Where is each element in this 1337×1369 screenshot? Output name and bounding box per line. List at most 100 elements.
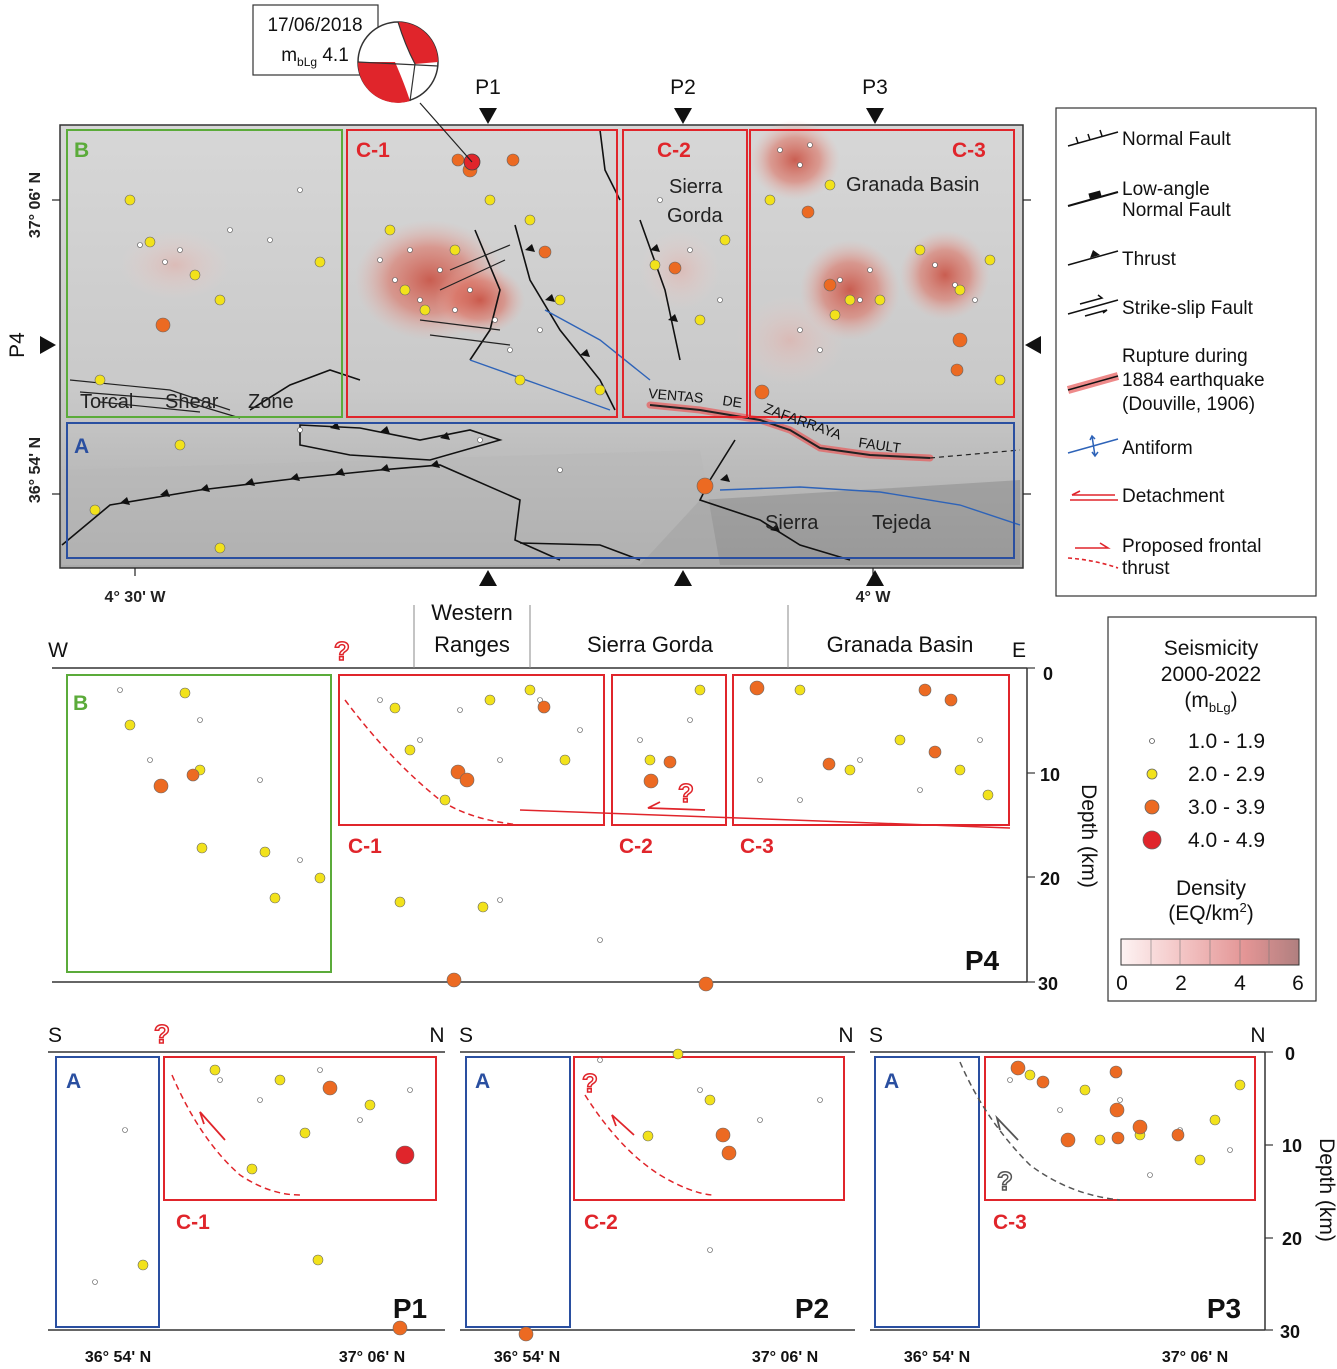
p4-box-b: [66, 674, 332, 973]
detachment-symbol: [1070, 490, 1118, 501]
map-events-large: [155, 153, 968, 495]
map-events-medium: [89, 179, 1006, 554]
p4-box-c3: [732, 674, 1010, 826]
p2-events: [518, 1048, 823, 1342]
class-3-swatch: [1144, 799, 1160, 815]
lon-label-4-30: 4° 30' W: [105, 589, 167, 606]
p4-region-granada-basin: Granada Basin: [827, 632, 974, 657]
place-granada-basin: Granada Basin: [846, 174, 979, 196]
marker-p1: P1: [475, 76, 501, 99]
place-sierra-tejeda-2: Tejeda: [872, 512, 932, 534]
p3-name: P3: [1207, 1293, 1241, 1324]
focal-magnitude: mbLg 4.1: [281, 45, 349, 69]
p2-north: N: [838, 1024, 853, 1047]
p3-box-a: [874, 1056, 980, 1328]
profile-p2: S N A C-2 ? P2 36° 54' N 37° 06' N: [459, 1024, 855, 1366]
legend-normal-fault-2: Normal Fault: [1122, 200, 1231, 221]
p2-box-a-label: A: [475, 1070, 490, 1093]
profile-p4: W E Western Ranges Sierra Gorda Granada …: [48, 600, 1100, 994]
legend-antiform: Antiform: [1122, 438, 1193, 459]
p3-box-a-label: A: [884, 1070, 899, 1093]
p4-west: W: [48, 639, 68, 662]
p1-thrust-arrow: [199, 1111, 226, 1141]
p4-detachment: [519, 809, 1011, 829]
p1-question: ?: [154, 1019, 170, 1049]
p4-name: P4: [965, 945, 1000, 976]
class-2-label: 2.0 - 2.9: [1188, 763, 1265, 786]
p1-frontal-thrust: [171, 1074, 301, 1196]
p1-south: S: [48, 1024, 62, 1047]
seismicity-legend: Seismicity 2000-2022 (mbLg) 1.0 - 1.9 2.…: [1107, 616, 1317, 1002]
p2-box-a: [465, 1056, 571, 1328]
p3-thrust-arrow: [995, 1114, 1019, 1141]
p4-box-c2: [611, 674, 727, 826]
focal-date: 17/06/2018: [267, 15, 362, 36]
lat-label-37-06: 37° 06' N: [27, 172, 44, 238]
legend-frontal-2: thrust: [1122, 558, 1170, 579]
p2-box-c: [573, 1056, 845, 1201]
antiforms: [469, 309, 1021, 526]
legend-rupture-1: Rupture during: [1122, 346, 1248, 367]
p4-box-c3-label: C-3: [740, 835, 774, 858]
p2-question: ?: [582, 1068, 598, 1098]
p3-events: [1007, 1060, 1246, 1178]
small-depth-0: 0: [1285, 1044, 1295, 1064]
class-4-label: 4.0 - 4.9: [1188, 829, 1265, 852]
density-tick-4: 4: [1234, 972, 1246, 995]
legend-low-angle: Low-angle: [1122, 179, 1210, 200]
p4-detachment-arrow: [647, 801, 706, 811]
seis-title-1: Seismicity: [1164, 637, 1259, 660]
place-shear: Shear: [165, 391, 219, 413]
legend-rupture-3: (Douville, 1906): [1122, 394, 1255, 415]
ventas-de-zafarraya-fault: [649, 404, 931, 459]
legend-thrust: Thrust: [1122, 249, 1177, 270]
p4-events-small: [117, 687, 983, 943]
place-sierra-tejeda-1: Sierra: [765, 512, 819, 534]
p4-depth-label: Depth (km): [1077, 784, 1100, 888]
p4-region-ranges: Ranges: [434, 632, 510, 657]
seis-unit: (mbLg): [1184, 689, 1237, 715]
place-sierra-gorda-1: Sierra: [669, 176, 723, 198]
tectonic-legend-frame: [1055, 107, 1317, 597]
map-events-small: [137, 142, 978, 473]
box-c1: [346, 129, 618, 418]
lon-label-4: 4° W: [856, 589, 892, 606]
box-c2-label: C-2: [657, 139, 691, 162]
p3-box-c: [984, 1056, 1256, 1201]
p3-frontal-thrust: [959, 1061, 1121, 1201]
small-depth-label: Depth (km): [1315, 1138, 1337, 1242]
p3-south: S: [869, 1024, 883, 1047]
place-sierra-gorda-2: Gorda: [667, 205, 723, 227]
density-tick-2: 2: [1175, 972, 1187, 995]
p3-question: ?: [997, 1166, 1013, 1196]
southern-relief-mid: [62, 450, 720, 565]
class-1-label: 1.0 - 1.9: [1188, 730, 1265, 753]
marker-p2: P2: [670, 76, 696, 99]
p3-depth-ticks: [1265, 1051, 1273, 1331]
thrust-teeth: [120, 244, 780, 532]
density-colorbar-dividers: [1150, 939, 1270, 965]
p1-north: N: [429, 1024, 444, 1047]
fault-name-de: DE: [722, 392, 743, 411]
p1-box-c-label: C-1: [176, 1211, 210, 1234]
small-depth-10: 10: [1282, 1136, 1302, 1156]
p4-box-b-label: B: [73, 692, 88, 715]
box-b-label: B: [74, 139, 89, 162]
legend-strike-slip: Strike-slip Fault: [1122, 298, 1254, 319]
normal-fault-symbol: [1067, 129, 1119, 147]
fault-name-ventas: VENTAS: [648, 385, 704, 406]
p1-lat-1: 36° 54' N: [85, 1349, 151, 1366]
legend-normal-fault: Normal Fault: [1122, 129, 1231, 150]
p4-events-medium: [124, 684, 994, 913]
box-a: [66, 422, 1015, 559]
frontal-thrust-symbol: [1067, 542, 1119, 569]
p4-box-c1-label: C-1: [348, 835, 382, 858]
small-depth-20: 20: [1282, 1229, 1302, 1249]
p4-frontal-thrust: [344, 699, 521, 826]
eastern-fault-dashed: [929, 449, 1021, 459]
marker-p3: P3: [862, 76, 888, 99]
place-torcal: Torcal: [80, 391, 133, 413]
box-a-label: A: [74, 435, 89, 458]
p3-box-c-label: C-3: [993, 1211, 1027, 1234]
